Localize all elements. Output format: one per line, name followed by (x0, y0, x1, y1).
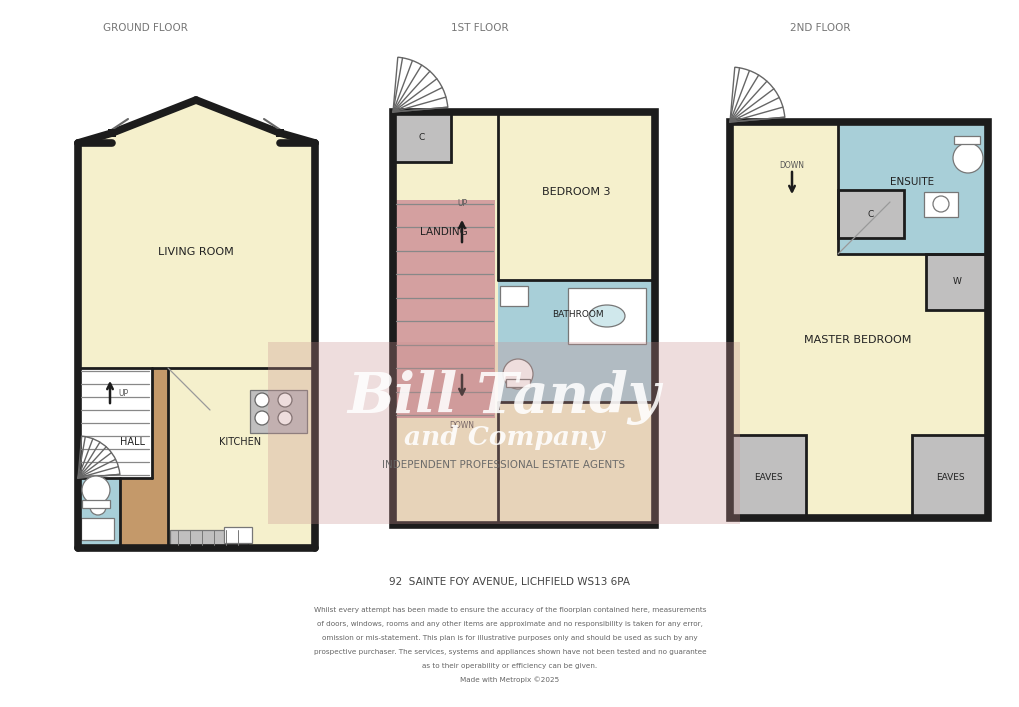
Circle shape (952, 143, 982, 173)
Text: BEDROOM 3: BEDROOM 3 (541, 187, 609, 197)
Text: and Company: and Company (404, 426, 603, 450)
Circle shape (90, 499, 106, 515)
Polygon shape (77, 368, 168, 548)
Text: GROUND FLOOR: GROUND FLOOR (103, 23, 187, 33)
Text: UP: UP (457, 199, 467, 209)
Text: 1ST FLOOR: 1ST FLOOR (450, 23, 508, 33)
Bar (925, 254, 987, 310)
Text: EAVES: EAVES (753, 472, 782, 481)
Text: Whilst every attempt has been made to ensure the accuracy of the floorplan conta: Whilst every attempt has been made to en… (314, 607, 705, 613)
Bar (392, 112, 450, 162)
Text: LIVING ROOM: LIVING ROOM (158, 247, 233, 257)
Text: EAVES: EAVES (934, 472, 963, 481)
Polygon shape (77, 368, 152, 478)
Text: C: C (867, 211, 873, 219)
Bar (250, 390, 307, 433)
Bar (923, 192, 957, 217)
Polygon shape (395, 200, 494, 418)
Text: W: W (952, 278, 961, 286)
Text: Bill Tandy: Bill Tandy (347, 370, 660, 426)
Bar (82, 500, 110, 508)
Bar (224, 527, 252, 543)
Text: HALL: HALL (120, 437, 146, 447)
Text: DOWN: DOWN (779, 161, 804, 170)
Polygon shape (838, 190, 903, 238)
Polygon shape (911, 435, 987, 518)
Bar (499, 286, 528, 306)
Polygon shape (497, 280, 654, 402)
Polygon shape (838, 122, 987, 254)
Bar (730, 435, 805, 518)
Text: KITCHEN: KITCHEN (219, 437, 261, 447)
Circle shape (278, 393, 291, 407)
Polygon shape (77, 100, 315, 368)
Text: prospective purchaser. The services, systems and appliances shown have not been : prospective purchaser. The services, sys… (314, 649, 705, 655)
Text: LANDING: LANDING (420, 227, 468, 237)
Bar (911, 435, 987, 518)
Polygon shape (730, 435, 805, 518)
Polygon shape (392, 112, 497, 525)
Text: Made with Metropix ©2025: Made with Metropix ©2025 (460, 677, 559, 684)
Bar (170, 530, 248, 545)
Text: DOWN: DOWN (449, 421, 474, 431)
Bar (268, 342, 739, 524)
Bar (81, 518, 114, 540)
Circle shape (502, 359, 533, 389)
Circle shape (932, 196, 948, 212)
Text: UP: UP (118, 390, 128, 399)
Polygon shape (925, 254, 987, 310)
Text: 2ND FLOOR: 2ND FLOOR (789, 23, 850, 33)
Circle shape (255, 393, 269, 407)
Circle shape (278, 411, 291, 425)
Bar (568, 288, 645, 344)
Text: as to their operability or efficiency can be given.: as to their operability or efficiency ca… (422, 663, 597, 669)
Polygon shape (77, 478, 120, 548)
Bar (392, 112, 654, 525)
Bar (953, 136, 979, 144)
Text: ENSUITE: ENSUITE (889, 177, 933, 187)
Polygon shape (168, 368, 315, 548)
Bar (838, 190, 903, 238)
Bar (276, 129, 283, 137)
Text: BATHROOM: BATHROOM (551, 310, 603, 320)
Text: MASTER BEDROOM: MASTER BEDROOM (804, 335, 911, 345)
Text: INDEPENDENT PROFESSIONAL ESTATE AGENTS: INDEPENDENT PROFESSIONAL ESTATE AGENTS (382, 460, 625, 470)
Text: omission or mis-statement. This plan is for illustrative purposes only and shoul: omission or mis-statement. This plan is … (322, 635, 697, 641)
Bar (730, 122, 987, 518)
Bar (108, 129, 116, 137)
Ellipse shape (588, 305, 625, 327)
Text: of doors, windows, rooms and any other items are approximate and no responsibili: of doors, windows, rooms and any other i… (317, 621, 702, 627)
Text: 92  SAINTE FOY AVENUE, LICHFIELD WS13 6PA: 92 SAINTE FOY AVENUE, LICHFIELD WS13 6PA (389, 577, 630, 587)
Text: C: C (419, 132, 425, 141)
Circle shape (82, 476, 110, 504)
Polygon shape (497, 112, 654, 525)
Polygon shape (730, 122, 987, 518)
Circle shape (255, 411, 269, 425)
Bar (505, 379, 530, 387)
